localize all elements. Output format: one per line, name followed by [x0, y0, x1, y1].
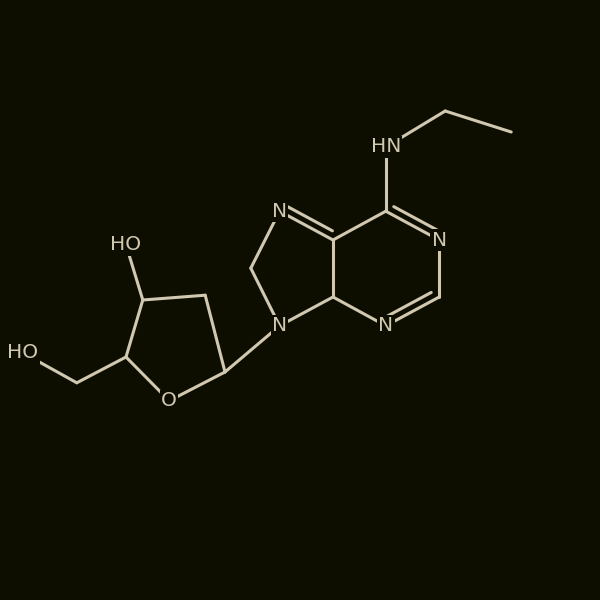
Text: HN: HN: [371, 137, 401, 157]
Text: N: N: [378, 316, 394, 335]
Text: N: N: [272, 316, 287, 335]
Text: HO: HO: [7, 343, 38, 362]
Text: N: N: [272, 202, 287, 221]
Text: N: N: [431, 230, 447, 250]
Text: O: O: [161, 391, 177, 410]
Text: HO: HO: [110, 235, 142, 254]
